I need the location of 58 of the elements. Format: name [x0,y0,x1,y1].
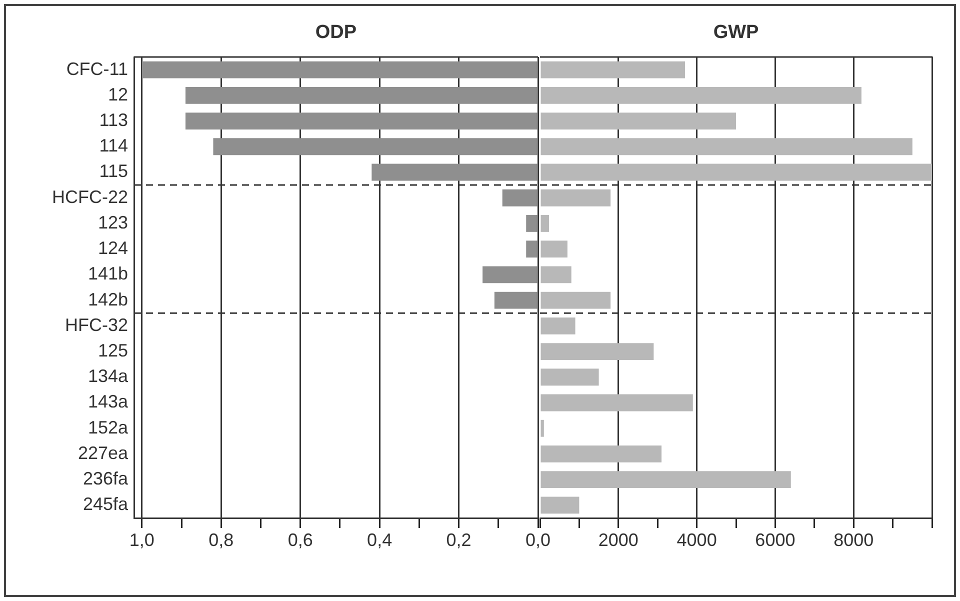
bar [540,292,611,309]
x-tick-label: 6000 [755,530,796,550]
bar [372,164,538,181]
x-tick-label: 1,0 [129,530,154,550]
y-tick-label: HCFC-22 [52,186,128,207]
x-tick-label: 2000 [598,530,638,550]
bar [540,471,791,488]
bar [185,112,538,130]
bar [540,343,654,360]
y-tick-label: HFC-32 [64,314,128,335]
bar [494,292,538,309]
bar [540,420,544,437]
bar [540,240,568,258]
y-tick-label: 245fa [82,494,129,514]
y-tick-label: 114 [99,136,128,156]
y-tick-label: 141b [88,264,128,284]
y-tick-label: 227ea [78,442,129,463]
bar [142,61,538,78]
bar [540,266,572,284]
bar [540,164,932,181]
y-tick-label: 134a [88,366,129,386]
bar [213,138,538,156]
chart-title: ODP [315,22,357,44]
y-tick-label: CFC-11 [66,58,128,79]
y-tick-label: 125 [98,340,128,360]
bar [540,138,912,156]
bar [482,266,538,284]
y-tick-label: 12 [108,84,128,104]
x-tick-label: 0,0 [525,530,551,550]
bar [540,86,862,104]
y-tick-label: 143a [88,392,129,412]
bar [526,215,538,232]
x-tick-label: 0,6 [288,530,313,550]
bar [540,189,611,206]
bar [185,86,538,104]
bar [540,446,662,462]
bar [540,61,686,78]
y-tick-label: 124 [98,238,128,258]
y-tick-label: 236fa [82,468,129,489]
bar [540,368,599,386]
bar [502,189,538,206]
bar [540,394,693,412]
bar [540,112,736,130]
bar [540,215,550,232]
bar [540,496,580,514]
x-tick-label: 0,2 [446,530,472,550]
x-tick-label: 4000 [676,530,717,550]
x-tick-label: 0,4 [367,530,392,550]
y-tick-label: 152a [88,417,129,438]
chart-title: GWP [713,22,760,44]
bar [540,317,576,334]
x-tick-label: 0,8 [208,530,234,550]
y-tick-label: 115 [99,161,128,182]
bar [526,240,538,258]
x-tick-label: 8000 [834,530,874,550]
y-tick-label: 123 [98,212,128,232]
y-tick-label: 142b [88,289,128,310]
y-tick-label: 113 [99,110,128,130]
